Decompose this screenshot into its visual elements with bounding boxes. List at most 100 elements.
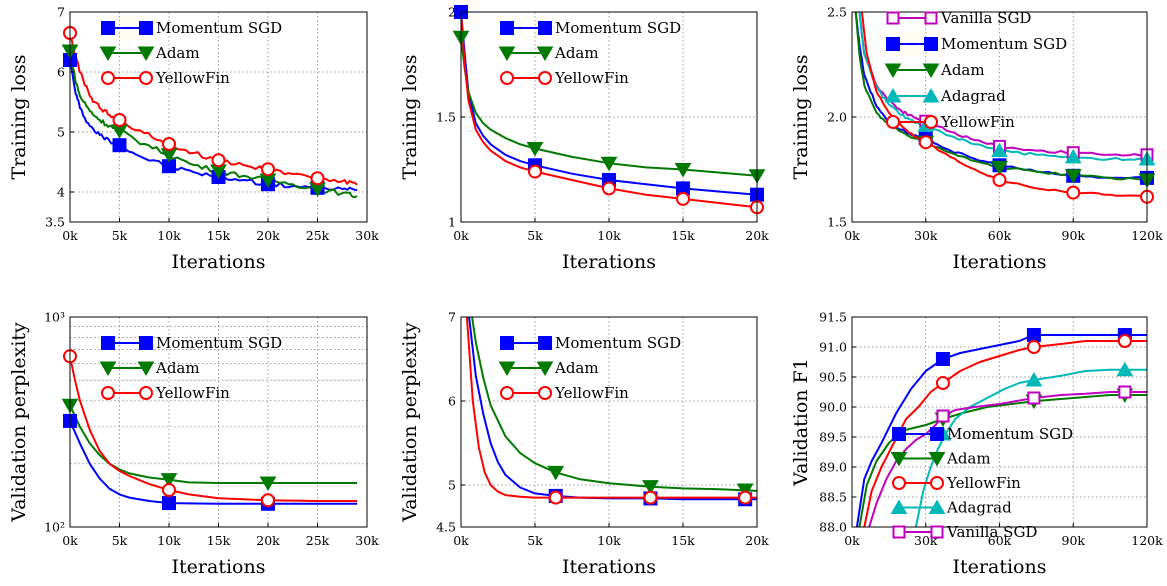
x-tick-label: 60k bbox=[988, 228, 1012, 243]
legend-marker-adam bbox=[890, 452, 908, 467]
x-tick-label: 10k bbox=[157, 228, 181, 243]
legend-marker-yellowfin bbox=[538, 71, 552, 85]
legend: Momentum SGD Adam YellowFin bbox=[498, 334, 681, 402]
series-line-yellowfin bbox=[863, 340, 1147, 527]
x-tick-label: 90k bbox=[1062, 533, 1086, 548]
legend-marker-momentum-sgd bbox=[538, 336, 552, 350]
legend-marker-yellowfin bbox=[500, 386, 514, 400]
legend-marker-momentum-sgd bbox=[500, 336, 514, 350]
series-line-adam bbox=[70, 404, 358, 484]
legend-marker-adagrad bbox=[928, 499, 946, 514]
y-tick-label: 7 bbox=[448, 310, 456, 325]
legend-marker-adam bbox=[137, 46, 155, 62]
legend-marker-yellowfin bbox=[500, 71, 514, 85]
y-tick-label: 1 bbox=[448, 215, 456, 230]
data-point-momentum-sgd bbox=[112, 138, 127, 153]
legend-marker-adam bbox=[536, 46, 554, 62]
x-tick-label: 120k bbox=[1131, 533, 1163, 548]
legend-marker-adagrad bbox=[890, 499, 908, 514]
data-point-adagrad bbox=[1116, 361, 1134, 377]
data-point-yellowfin bbox=[261, 162, 275, 177]
data-point-adam bbox=[526, 142, 544, 157]
series-line-momentum-sgd bbox=[461, 12, 757, 196]
legend-label-yellowfin: YellowFin bbox=[554, 384, 629, 402]
data-point-adam bbox=[674, 163, 692, 178]
data-point-vanilla-sgd bbox=[936, 409, 950, 423]
y-tick-label: 5 bbox=[57, 125, 65, 140]
y-tick-label: 4.5 bbox=[436, 520, 456, 535]
x-tick-label: 15k bbox=[207, 533, 231, 548]
series-line-yellowfin bbox=[465, 317, 757, 499]
legend-marker-momentum-sgd bbox=[538, 21, 552, 35]
data-point-adam bbox=[600, 156, 618, 172]
x-tick-label: 0k bbox=[844, 228, 860, 243]
series-line-momentum-sgd bbox=[468, 317, 757, 501]
data-point-momentum-sgd bbox=[1026, 328, 1041, 342]
legend-marker-momentum-sgd bbox=[886, 37, 900, 51]
legend-label-adagrad: Adagrad bbox=[946, 499, 1012, 517]
x-tick-label: 20k bbox=[256, 228, 280, 243]
data-point-yellowfin bbox=[1026, 340, 1041, 354]
data-point-yellowfin bbox=[918, 135, 933, 150]
legend-marker-yellowfin bbox=[538, 386, 552, 400]
data-point-adagrad bbox=[1025, 371, 1043, 387]
x-tick-label: 20k bbox=[256, 533, 280, 548]
series-markers-vanilla-sgd bbox=[936, 385, 1132, 423]
legend-label-momentum-sgd: Momentum SGD bbox=[947, 425, 1073, 443]
legend-label-adam: Adam bbox=[155, 359, 200, 377]
data-point-yellowfin bbox=[602, 181, 616, 196]
legend-marker-momentum-sgd bbox=[500, 21, 514, 35]
data-point-yellowfin bbox=[1066, 185, 1081, 200]
legend: Momentum SGD Adam YellowFin bbox=[99, 19, 282, 87]
legend-label-yellowfin: YellowFin bbox=[946, 474, 1021, 492]
series-markers-yellowfin bbox=[548, 490, 753, 505]
data-point-adam bbox=[547, 465, 565, 481]
series-line-yellowfin bbox=[70, 356, 358, 502]
y-tick-label: 6 bbox=[57, 65, 65, 80]
x-tick-label: 60k bbox=[988, 533, 1012, 548]
y-tick-label: 88.5 bbox=[819, 490, 847, 505]
series-markers-yellowfin bbox=[528, 164, 764, 215]
x-tick-label: 0k bbox=[844, 533, 860, 548]
legend-label-momentum-sgd: Momentum SGD bbox=[555, 334, 681, 352]
x-tick-label: 5k bbox=[112, 228, 128, 243]
data-point-adam bbox=[642, 480, 659, 495]
data-point-yellowfin bbox=[310, 171, 325, 186]
legend-label-momentum-sgd: Momentum SGD bbox=[156, 19, 282, 37]
series-line-adagrad bbox=[914, 368, 1147, 527]
x-tick-label: 10k bbox=[597, 533, 621, 548]
legend-label-adam: Adam bbox=[940, 61, 985, 79]
series-markers-yellowfin bbox=[63, 349, 275, 508]
series-markers-adam bbox=[547, 465, 754, 499]
x-axis-title: Iterations bbox=[562, 556, 656, 578]
legend-marker-yellowfin bbox=[139, 386, 153, 400]
data-point-yellowfin bbox=[548, 490, 563, 505]
chart-panel-2: 0k 5k 10k 15k 20k 1 1.5 2 Iterations Training los… bbox=[399, 5, 769, 274]
legend-marker-momentum-sgd bbox=[892, 427, 906, 441]
x-tick-label: 10k bbox=[597, 228, 621, 243]
legend-label-adagrad: Adagrad bbox=[940, 87, 1006, 105]
legend-marker-vanilla-sgd bbox=[892, 525, 906, 539]
data-point-yellowfin bbox=[211, 153, 226, 168]
legend-label-adam: Adam bbox=[946, 450, 991, 468]
x-tick-label: 120k bbox=[1131, 228, 1163, 243]
legend-marker-vanilla-sgd bbox=[886, 11, 900, 25]
data-point-yellowfin bbox=[112, 113, 127, 127]
chart-panel-3: 0k 30k 60k 90k 120k 1.5 2.0 2.5 Iterations Traini… bbox=[790, 5, 1163, 274]
x-tick-label: 15k bbox=[671, 228, 695, 243]
data-point-yellowfin bbox=[992, 173, 1007, 187]
x-tick-label: 5k bbox=[112, 533, 128, 548]
legend: Momentum SGD Adam YellowFin bbox=[498, 19, 681, 87]
series-line-adam bbox=[471, 317, 757, 492]
x-axis-title: Iterations bbox=[953, 556, 1047, 578]
y-tick-label: 7 bbox=[57, 5, 65, 20]
y-tick-label: 88.0 bbox=[819, 520, 847, 535]
chart-panel-4: 0k 5k 10k 15k 20k 25k 30k 10² 10³ Iterations Valid… bbox=[8, 310, 379, 579]
data-point-vanilla-sgd bbox=[1027, 391, 1041, 405]
x-tick-label: 5k bbox=[527, 228, 543, 243]
legend-marker-adam bbox=[498, 361, 516, 377]
legend-label-vanilla-sgd: Vanilla SGD bbox=[946, 523, 1037, 541]
legend-marker-momentum-sgd bbox=[139, 336, 153, 350]
y-axis-title: Validation perplexity bbox=[399, 322, 421, 523]
y-tick-label: 6 bbox=[448, 394, 456, 409]
